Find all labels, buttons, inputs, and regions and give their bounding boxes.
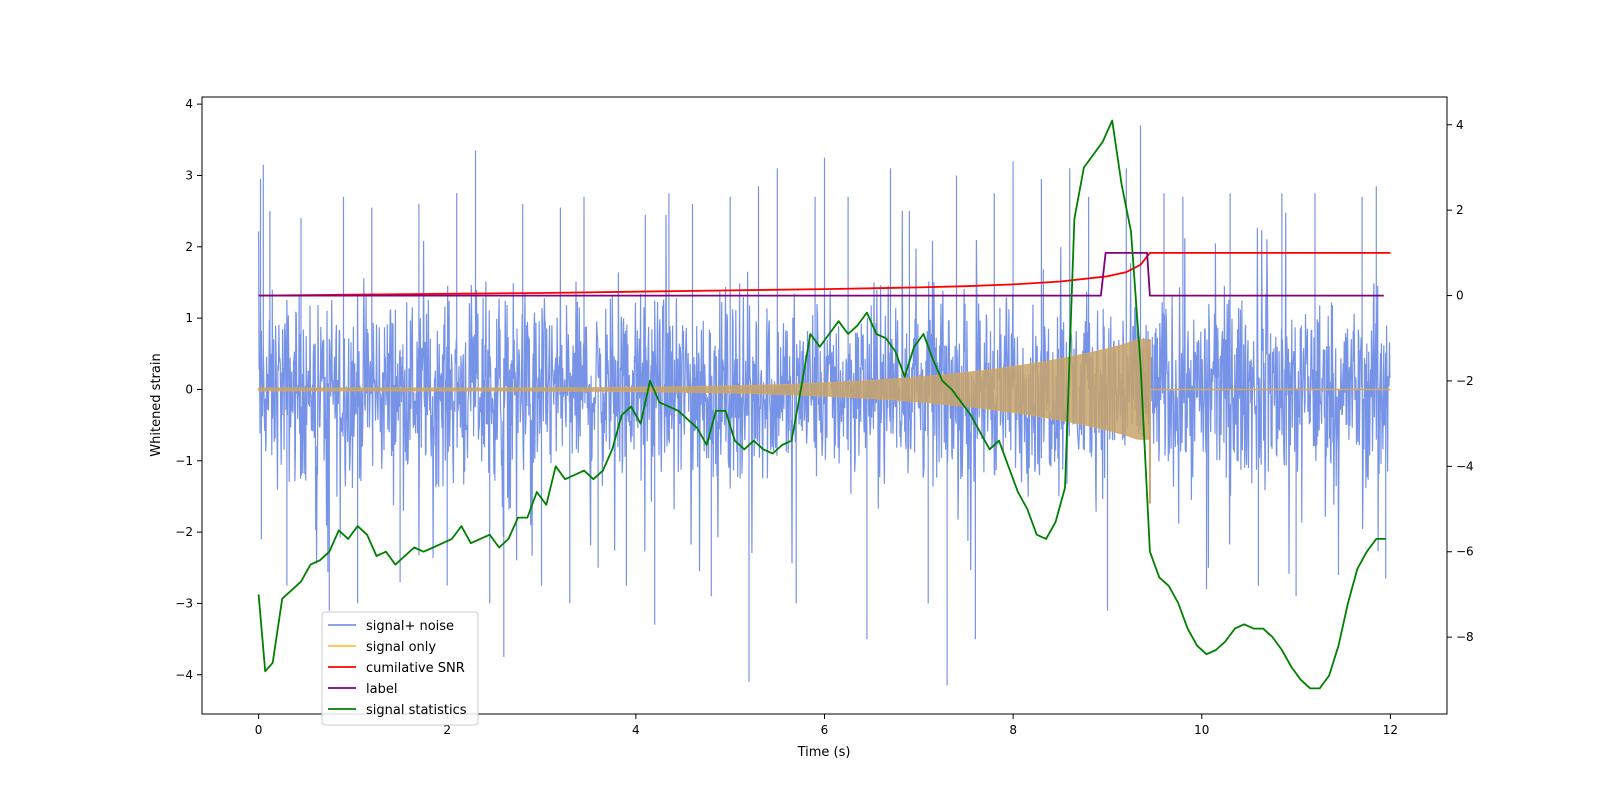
y-tick-label: 0 [185,382,193,396]
y-tick-label: −1 [175,454,193,468]
y-axis-left: 4 3 2 1 0 −1 −2 −3 −4 [175,97,202,682]
series-signal-statistics [257,119,1386,690]
y-tick-label: 1 [185,311,193,325]
legend-label: signal statistics [366,703,467,718]
x-tick-label: 10 [1194,723,1209,737]
legend-label: cumilative SNR [366,661,465,676]
y-tick-label: −2 [175,525,193,539]
y-axis-label: Whitened strain [149,353,164,456]
legend-label: signal only [366,640,436,655]
y2-tick-label: −8 [1456,630,1474,644]
x-tick-label: 4 [632,723,640,737]
y2-tick-label: −2 [1456,374,1474,388]
y-axis-right: 4 2 0 −2 −4 −6 −8 [1447,118,1474,644]
series-label [258,251,1384,297]
y2-tick-label: 0 [1456,289,1464,303]
y-tick-label: 2 [185,240,193,254]
legend-label: label [366,682,397,697]
y-tick-label: 3 [185,168,193,182]
x-tick-label: 2 [443,723,451,737]
y-tick-label: −4 [175,668,193,682]
legend-label: signal+ noise [366,619,454,634]
y-tick-label: −3 [175,596,193,610]
y2-tick-label: −6 [1456,545,1474,559]
y2-tick-label: 4 [1456,118,1464,132]
y2-tick-label: 2 [1456,203,1464,217]
x-tick-label: 12 [1383,723,1398,737]
x-axis: 0 2 4 6 8 10 12 [255,714,1398,737]
legend: signal+ noise signal only cumilative SNR la… [321,611,479,726]
x-tick-label: 6 [821,723,829,737]
y-tick-label: 4 [185,97,193,111]
x-tick-label: 8 [1009,723,1017,737]
x-tick-label: 0 [255,723,263,737]
x-axis-label: Time (s) [797,745,851,760]
series-signal-noise [258,125,1391,686]
series-layer [257,119,1391,690]
y2-tick-label: −4 [1456,459,1474,473]
legend-box [321,611,479,726]
